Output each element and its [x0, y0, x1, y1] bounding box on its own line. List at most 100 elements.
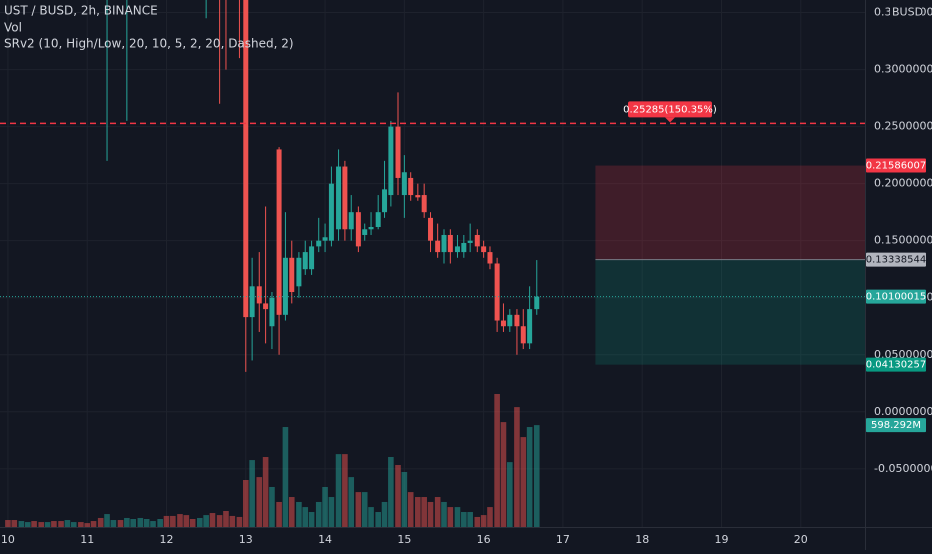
volume-bar [407, 492, 414, 527]
volume-bar [520, 437, 527, 527]
volume-bar [368, 507, 374, 527]
candle-body [454, 246, 460, 253]
volume-bar [514, 407, 520, 527]
candle-body [447, 234, 453, 253]
volume-bar [64, 520, 71, 527]
y-tick-label: 0.30000000 [874, 63, 932, 76]
target-label-bg [628, 101, 712, 118]
volume-bar [137, 517, 144, 527]
volume-bar [110, 520, 117, 527]
price-tag: 0.04130257 [866, 360, 926, 371]
x-tick-label: 13 [239, 533, 253, 546]
candle-body [415, 195, 421, 198]
candle-body [342, 166, 348, 230]
volume-bar [282, 427, 289, 527]
volume-bar [269, 486, 275, 527]
candle-body [328, 183, 334, 241]
volume-bar [415, 497, 421, 527]
candle-body [336, 166, 342, 230]
volume-bar [150, 521, 156, 527]
volume-bar [381, 501, 388, 527]
volume-bar [480, 515, 487, 527]
x-tick-label: 15 [397, 533, 411, 546]
volume-bar [51, 521, 57, 527]
volume-bar [38, 522, 45, 527]
target-label: 0.25285(150.35%) [623, 104, 717, 115]
axes: -0.050000000.000000000.050000000.1000000… [1, 5, 932, 546]
target-label-pointer [665, 117, 675, 123]
volume-bar [163, 515, 170, 527]
volume-bar [170, 515, 176, 527]
volume-bar [249, 460, 255, 527]
volume-bar [157, 518, 163, 527]
candle-body [520, 326, 526, 344]
volume-title: Vol [4, 21, 22, 35]
target-zone [595, 259, 865, 365]
volume-bar [375, 512, 381, 527]
x-tick-label: 17 [556, 533, 570, 546]
stop-zone [595, 165, 865, 260]
volume-bar [97, 517, 104, 527]
x-tick-label: 10 [1, 533, 15, 546]
volume-bar [348, 477, 355, 527]
candle-body [534, 296, 540, 310]
x-tick-label: 12 [159, 533, 173, 546]
currency-badge [890, 5, 922, 20]
candle-body [527, 309, 533, 344]
price-tag-bg [866, 289, 926, 304]
x-tick-label: 18 [635, 533, 649, 546]
x-tick-label: 11 [80, 533, 94, 546]
candle-body [441, 234, 447, 253]
x-tick-label: 16 [477, 533, 491, 546]
candle-body [428, 217, 434, 241]
volume-bar [236, 516, 243, 527]
volume-bar [328, 497, 335, 527]
volume-bar [223, 510, 229, 527]
indicator-title: SRv2 (10, High/Low, 20, 10, 5, 2, 20, Da… [4, 37, 294, 51]
candle-body [388, 126, 394, 196]
candle-body [289, 257, 295, 293]
price-tag: 0.13338544 [866, 255, 926, 266]
volume-bar [441, 501, 447, 527]
candle-body [382, 189, 388, 213]
volume-bar [209, 513, 216, 527]
volume-bar [78, 522, 84, 527]
candle-body [368, 226, 374, 230]
volume-bar [421, 497, 427, 527]
volume-bar [434, 497, 441, 527]
volume-bar [487, 507, 493, 527]
price-tag: 598.292M [871, 420, 921, 431]
candle-body [362, 229, 368, 235]
x-tick-label: 14 [318, 533, 332, 546]
price-tag: 0.10100015 [866, 292, 926, 303]
price-tag-bg [866, 357, 926, 372]
volume-bar [342, 454, 348, 527]
candle-body [375, 212, 381, 227]
volume-bar [388, 457, 394, 527]
candle-body [276, 149, 282, 315]
candle-body [408, 177, 414, 196]
candle-body [249, 286, 255, 318]
volume-bar [361, 492, 368, 527]
price-tag-bg [866, 418, 926, 433]
volume-bar [58, 521, 64, 527]
volume-bar [335, 454, 342, 527]
volume-bar [124, 517, 130, 527]
volume-bar [533, 425, 540, 527]
volume-bar [507, 462, 513, 527]
candle-body [421, 195, 427, 213]
candle-body [401, 172, 407, 196]
candle-body [435, 240, 441, 253]
candle-body [395, 126, 401, 178]
volume-bar [189, 518, 196, 527]
volume-bar [196, 517, 203, 527]
volume-bar [308, 512, 315, 527]
candle-body [507, 314, 513, 327]
